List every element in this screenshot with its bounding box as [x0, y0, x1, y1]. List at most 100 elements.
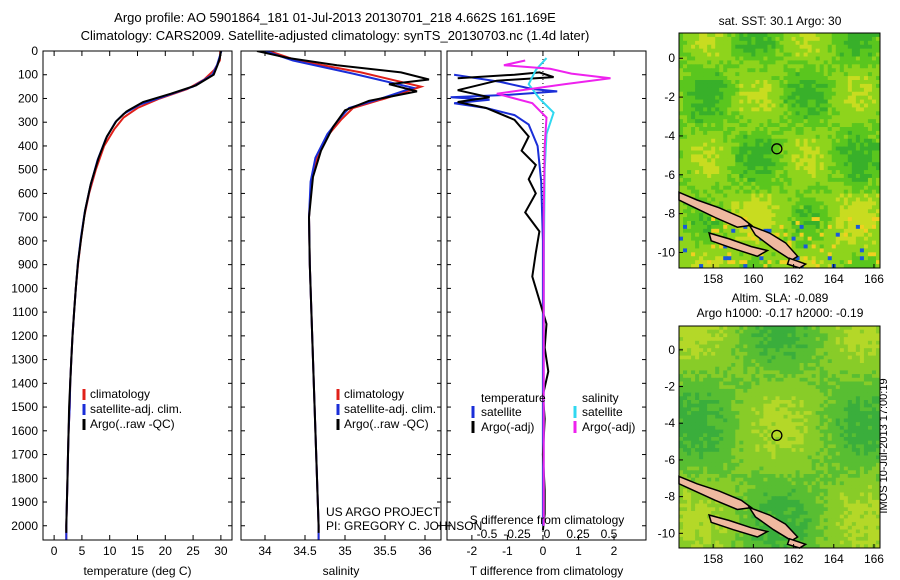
x-tick-label: 34.5 — [293, 544, 317, 558]
series-line-s-argo-adj- — [496, 59, 611, 526]
argo-location-marker — [771, 429, 783, 442]
y-tick-label: 600 — [18, 186, 38, 200]
y-tick-label: 1400 — [11, 376, 38, 390]
legend-label: satellite — [481, 405, 522, 419]
y-tick-label: 500 — [18, 163, 38, 177]
legend-heading-salinity: salinity — [582, 391, 619, 405]
map-y-tick-label: -10 — [658, 245, 676, 259]
chart-title-line1: Argo profile: AO 5901864_181 01-Jul-2013… — [114, 10, 556, 25]
sla-map — [678, 325, 881, 549]
map-frame — [678, 325, 881, 549]
y-tick-label: 900 — [18, 258, 38, 272]
difference-from-climatology-panel — [446, 50, 647, 541]
map-x-tick-label: 158 — [703, 272, 723, 286]
y-tick-label: 300 — [18, 115, 38, 129]
axes-frame — [446, 50, 647, 541]
axes-frame — [42, 50, 233, 541]
series-line-t-satellite — [450, 73, 558, 526]
legend-label: satellite — [582, 405, 623, 419]
series-line-argo-raw-qc- — [65, 51, 222, 533]
y-tick-label: 1200 — [11, 329, 38, 343]
map-y-tick-label: -4 — [664, 416, 675, 430]
x-tick-label: 0 — [51, 544, 58, 558]
map-x-tick-label: 162 — [784, 552, 804, 566]
y-tick-label: 1100 — [12, 305, 38, 319]
legend-label: satellite-adj. clim. — [344, 402, 436, 416]
s-tick-label: -0.5 — [477, 527, 498, 541]
map-y-tick-label: -2 — [664, 380, 675, 394]
top-axis-label: S difference from climatology — [470, 513, 625, 527]
legend-label: Argo(-adj) — [582, 420, 635, 434]
map-x-tick-label: 160 — [743, 552, 763, 566]
y-tick-label: 800 — [18, 234, 38, 248]
x-tick-label: 0 — [540, 544, 547, 558]
x-tick-label: 15 — [131, 544, 145, 558]
sst-map-title: sat. SST: 30.1 Argo: 30 — [719, 14, 842, 28]
map-y-tick-label: -2 — [664, 90, 675, 104]
map-y-tick-label: -4 — [664, 129, 675, 143]
map-x-tick-label: 166 — [864, 552, 884, 566]
map-x-tick-label: 166 — [864, 272, 884, 286]
salinity-profile-panel — [240, 50, 442, 541]
y-tick-label: 2000 — [11, 519, 38, 533]
x-tick-label: 25 — [186, 544, 200, 558]
map-x-tick-label: 162 — [784, 272, 804, 286]
x-tick-label: 35.5 — [373, 544, 397, 558]
sla-map-title: Altim. SLA: -0.089 — [732, 291, 829, 305]
project-annotation: US ARGO PROJECT — [326, 505, 441, 519]
map-x-tick-label: 164 — [824, 552, 844, 566]
series-line-s-satellite — [527, 57, 555, 526]
legend-heading-temperature: temperature — [481, 391, 546, 405]
sst-map — [678, 32, 881, 269]
x-axis-label: T difference from climatology — [470, 564, 624, 578]
x-axis-label: temperature (deg C) — [83, 564, 191, 578]
y-tick-label: 1900 — [11, 495, 38, 509]
x-tick-label: 20 — [159, 544, 173, 558]
chart-title-line2: Climatology: CARS2009. Satellite-adjuste… — [80, 28, 590, 43]
map-x-tick-label: 164 — [824, 272, 844, 286]
series-line-satellite-adj-clim- — [65, 51, 223, 540]
map-y-tick-label: -10 — [658, 526, 676, 540]
legend-label: satellite-adj. clim. — [90, 402, 182, 416]
x-tick-label: 5 — [79, 544, 86, 558]
y-tick-label: 1000 — [11, 281, 38, 295]
y-tick-label: 100 — [18, 68, 38, 82]
island-shape — [747, 506, 799, 542]
y-tick-label: 1800 — [11, 471, 38, 485]
series-line-climatology — [268, 51, 425, 540]
y-tick-label: 0 — [31, 44, 38, 58]
map-y-tick-label: -6 — [664, 453, 675, 467]
map-frame — [678, 32, 881, 269]
map-y-tick-label: -8 — [664, 207, 675, 221]
legend-label: Argo(..raw -QC) — [344, 417, 429, 431]
x-tick-label: 36 — [418, 544, 432, 558]
legend-label: climatology — [344, 387, 404, 401]
map-y-tick-label: -6 — [664, 168, 675, 182]
x-tick-label: 30 — [214, 544, 228, 558]
y-tick-label: 1600 — [11, 424, 38, 438]
s-tick-label: 0 — [544, 527, 551, 541]
map-y-tick-label: 0 — [668, 51, 675, 65]
legend-label: Argo(-adj) — [481, 420, 534, 434]
y-tick-label: 200 — [18, 91, 38, 105]
axes-frame — [240, 50, 442, 541]
island-shape — [678, 475, 754, 511]
map-x-tick-label: 160 — [743, 272, 763, 286]
series-line-climatology — [65, 51, 222, 540]
pi-annotation: PI: GREGORY C. JOHNSON — [326, 519, 482, 533]
s-tick-label: 0.25 — [566, 527, 590, 541]
s-tick-label: -0.25 — [503, 527, 531, 541]
x-tick-label: -2 — [467, 544, 478, 558]
series-line-satellite-adj-clim- — [264, 51, 417, 540]
x-tick-label: 34 — [258, 544, 272, 558]
x-tick-label: 2 — [611, 544, 618, 558]
x-tick-label: -1 — [502, 544, 513, 558]
argo-location-marker — [771, 143, 783, 155]
temperature-profile-panel — [42, 50, 233, 541]
legend-label: Argo(..raw -QC) — [90, 417, 175, 431]
y-tick-label: 700 — [18, 210, 38, 224]
s-tick-label: 0.5 — [601, 527, 618, 541]
y-tick-label: 1300 — [11, 353, 38, 367]
map-x-tick-label: 158 — [703, 552, 723, 566]
